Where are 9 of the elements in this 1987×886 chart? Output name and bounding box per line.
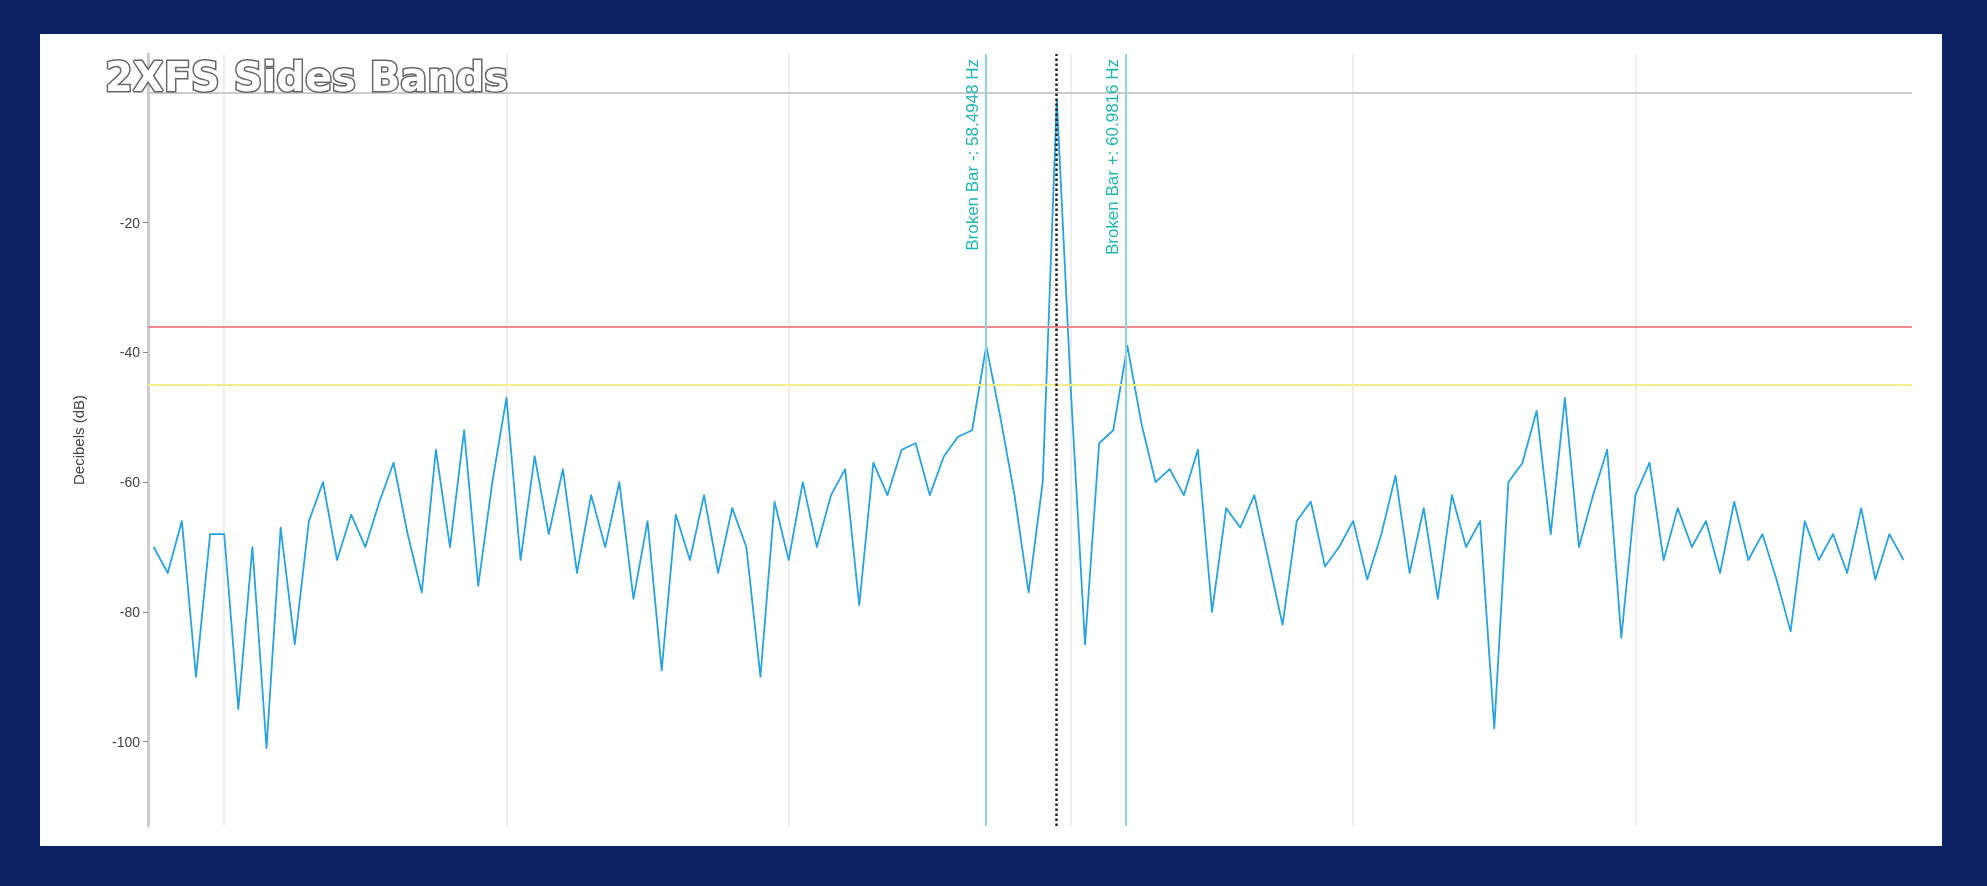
y-tick-label: -60	[119, 474, 141, 491]
y-tick-label: -100	[111, 733, 141, 750]
y-tick-label: -80	[119, 603, 141, 620]
ref-line-label: Broken Bar -: 58.4948 Hz	[962, 59, 982, 251]
y-tick-label: -20	[119, 214, 141, 231]
y-axis-title: Decibels (dB)	[70, 394, 87, 486]
y-tick-label: -40	[119, 344, 141, 361]
ref-line-label: Broken Bar +: 60.9816 Hz	[1103, 59, 1123, 256]
chart-title: 2XFS Sides Bands	[105, 54, 509, 100]
